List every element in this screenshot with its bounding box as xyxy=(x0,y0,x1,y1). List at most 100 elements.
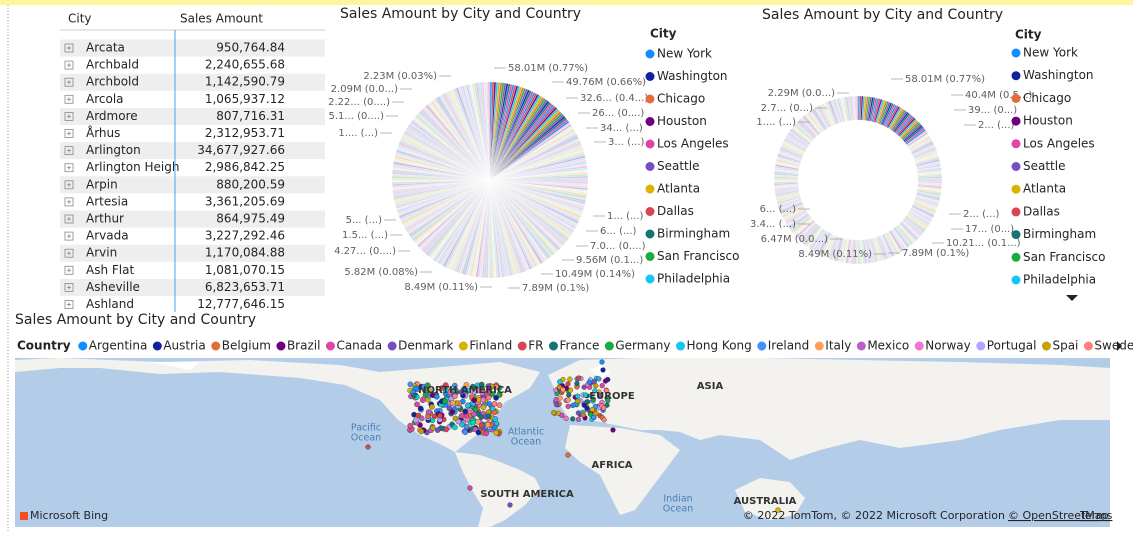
location-dot xyxy=(451,387,458,393)
data-label: 2.29M (0.0...) xyxy=(768,88,835,99)
legend-marker xyxy=(645,229,655,239)
ocean-label: Ocean xyxy=(351,433,381,444)
location-dot xyxy=(565,381,571,387)
legend-marker xyxy=(1011,275,1021,285)
legend-marker xyxy=(645,162,655,171)
chart-title: Sales Amount by City and Country xyxy=(340,6,581,22)
location-dot xyxy=(458,412,465,419)
data-label: 58.01M (0.77%) xyxy=(905,74,985,85)
legend-scroll[interactable] xyxy=(1117,341,1122,351)
cell: Ash Flat xyxy=(86,263,134,277)
location-dot xyxy=(586,379,592,385)
legend-marker xyxy=(814,341,824,351)
location-dot xyxy=(565,403,571,409)
location-dot xyxy=(425,409,432,415)
legend-label: Atlanta xyxy=(657,182,700,196)
location-dot xyxy=(610,427,616,433)
data-label: 10.49M (0.14%) xyxy=(555,269,635,280)
data-label: 1.... (...) xyxy=(756,117,796,128)
land xyxy=(565,425,680,515)
legend-label: Belgium xyxy=(222,339,271,353)
attribution-link[interactable]: Terms xyxy=(1079,509,1113,522)
location-dot xyxy=(485,413,492,420)
data-label: 2.22... (0....) xyxy=(328,97,390,108)
legend-label: Chicago xyxy=(657,92,705,106)
legend-marker xyxy=(645,94,655,104)
legend-marker xyxy=(976,341,986,351)
row-band xyxy=(60,107,325,125)
cell: 2,312,953.71 xyxy=(205,126,285,140)
map: Microsoft Bing © 2022 TomTom, © 2022 Mic… xyxy=(15,358,1113,527)
table: City Sales Amount Arcata 950,764.84 Archba… xyxy=(60,12,325,312)
legend-label: Swede xyxy=(1094,339,1133,353)
legend-marker xyxy=(325,341,335,351)
location-dot xyxy=(462,429,469,436)
land xyxy=(548,358,1110,460)
location-dot xyxy=(480,397,487,403)
legend-label: Los Angeles xyxy=(657,137,729,151)
location-dot xyxy=(478,381,485,388)
data-label: 49.76M (0.66%) xyxy=(566,77,646,88)
location-dot xyxy=(560,387,566,393)
column-header: City xyxy=(68,12,92,26)
data-label: 8.49M (0.11%) xyxy=(404,282,478,293)
location-dot xyxy=(565,397,571,403)
legend-label: Hong Kong xyxy=(687,339,752,353)
legend-label: New York xyxy=(657,47,712,61)
legend-marker xyxy=(1011,184,1021,194)
cell: Ardmore xyxy=(86,109,138,123)
location-dot xyxy=(599,359,605,365)
location-dot xyxy=(429,404,435,410)
land xyxy=(455,452,540,527)
column-header: Sales Amount xyxy=(180,12,263,26)
legend-label: Philadelphia xyxy=(1023,273,1096,287)
data-label: 9.56M (0.1...) xyxy=(576,255,643,266)
chart-title: Sales Amount by City and Country xyxy=(762,7,1003,23)
legend-marker xyxy=(676,341,686,351)
row-band xyxy=(60,244,325,262)
location-dot xyxy=(493,395,499,401)
slice xyxy=(856,95,859,121)
location-dot xyxy=(507,502,513,508)
legend-label: Chicago xyxy=(1023,91,1071,105)
cell: 6,823,653.71 xyxy=(205,280,285,294)
location-dot xyxy=(443,387,449,394)
legend-label: France xyxy=(559,339,599,353)
legend-marker xyxy=(856,341,866,351)
data-label: 7.89M (0.1%) xyxy=(902,248,969,259)
legend-label: Argentina xyxy=(89,339,148,353)
attribution-link[interactable]: © OpenStreetMap xyxy=(1008,509,1109,522)
legend-label: Dallas xyxy=(657,204,694,218)
location-dot xyxy=(574,380,580,387)
location-dot xyxy=(415,412,422,419)
legend-label: Germany xyxy=(615,339,670,353)
land xyxy=(15,358,540,452)
legend-label: Seattle xyxy=(657,159,699,173)
legend-marker xyxy=(548,341,558,351)
ocean-label: Ocean xyxy=(511,437,541,448)
data-label: 7.89M (0.1%) xyxy=(522,283,589,294)
legend-marker xyxy=(1083,341,1093,351)
legend-label: Seattle xyxy=(1023,159,1065,173)
legend-marker xyxy=(1011,207,1021,217)
legend-label: Ireland xyxy=(768,339,810,353)
location-dot xyxy=(593,410,599,416)
data-label: 26... (0....) xyxy=(592,108,644,119)
cell: 950,764.84 xyxy=(216,41,285,55)
data-label: 1.... (...) xyxy=(338,128,378,139)
cell: Ashland xyxy=(86,297,134,311)
legend-scroll[interactable] xyxy=(1066,295,1078,301)
legend-marker xyxy=(1011,48,1021,58)
cell: 1,170,084.88 xyxy=(205,246,285,260)
legend-label: Brazil xyxy=(287,339,321,353)
legend-label: Portugal xyxy=(987,339,1037,353)
expand-icon xyxy=(64,129,74,138)
cell: 3,361,205.69 xyxy=(205,194,285,208)
location-dot xyxy=(575,410,582,416)
legend-label: Washington xyxy=(657,69,728,83)
cell: 1,142,590.79 xyxy=(205,75,285,89)
data-label: 2.09M (0.0...) xyxy=(331,84,398,95)
legend-label: Birmingham xyxy=(1023,227,1096,241)
location-dot xyxy=(417,405,424,412)
row-band xyxy=(60,142,325,160)
